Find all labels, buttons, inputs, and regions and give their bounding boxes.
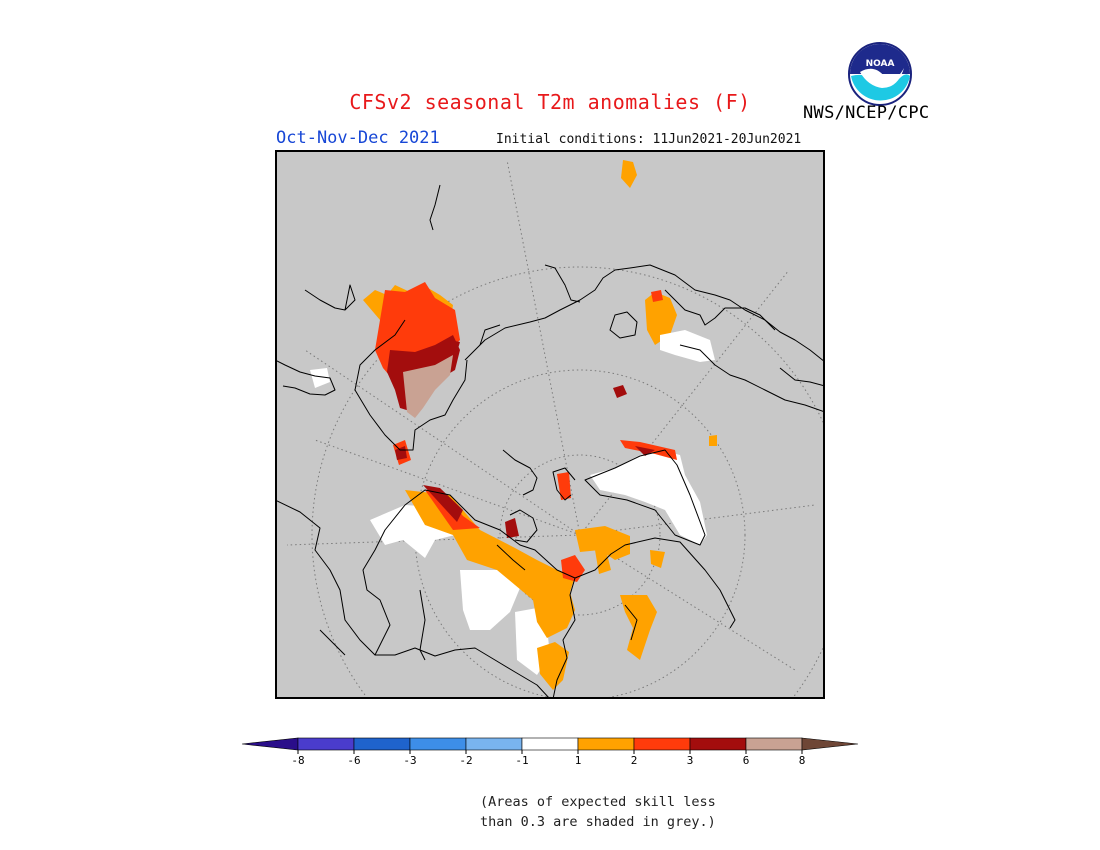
page-title: CFSv2 seasonal T2m anomalies (F) <box>349 90 751 114</box>
anomaly-patch <box>651 290 663 302</box>
colorbar-swatch <box>689 737 747 751</box>
anomaly-patch <box>660 330 715 362</box>
anomaly-patch <box>709 435 717 446</box>
initial-conditions: Initial conditions: 11Jun2021-20Jun2021 <box>496 132 802 147</box>
colorbar-swatch <box>241 737 299 751</box>
anomaly-patch <box>650 550 665 568</box>
anomaly-field <box>310 160 717 690</box>
colorbar-tick-label: -3 <box>403 754 416 767</box>
anomaly-patch <box>450 340 460 352</box>
anomaly-patch <box>405 490 575 638</box>
noaa-logo-bird <box>860 68 904 88</box>
agency-label: NWS/NCEP/CPC <box>803 103 930 123</box>
skill-note-line-1: (Areas of expected skill less <box>480 794 716 810</box>
colorbar: -8 -6 -3 -2 -1 1 2 3 6 8 <box>241 737 859 767</box>
colorbar-swatch <box>801 737 859 751</box>
colorbar-swatch <box>297 737 355 751</box>
anomaly-patch <box>537 642 569 690</box>
colorbar-tick-label: -2 <box>459 754 472 767</box>
anomaly-patch <box>620 595 657 660</box>
anomaly-patch <box>310 368 330 388</box>
polar-map <box>275 150 825 699</box>
colorbar-swatch <box>577 737 635 751</box>
colorbar-tick-label: 2 <box>631 754 638 767</box>
anomaly-patch <box>575 526 630 560</box>
anomaly-patch <box>613 385 627 398</box>
colorbar-tick-label: -8 <box>291 754 304 767</box>
noaa-logo-sky <box>850 44 910 74</box>
anomaly-patch <box>645 292 677 345</box>
anomaly-patch <box>561 555 585 582</box>
skill-note-line-2: than 0.3 are shaded in grey.) <box>480 814 716 830</box>
noaa-logo: NOAA <box>848 42 912 106</box>
anomaly-patch <box>635 446 655 456</box>
forecast-period: Oct-Nov-Dec 2021 <box>276 128 440 148</box>
colorbar-swatch <box>633 737 691 751</box>
colorbar-swatch <box>353 737 411 751</box>
anomaly-patch <box>590 450 707 545</box>
colorbar-tick-label: -6 <box>347 754 360 767</box>
colorbar-swatch <box>409 737 467 751</box>
colorbar-tick-label: 1 <box>575 754 582 767</box>
colorbar-tick-label: 3 <box>687 754 694 767</box>
colorbar-swatch <box>465 737 523 751</box>
noaa-logo-text: NOAA <box>866 59 895 69</box>
anomaly-patch <box>557 472 571 500</box>
coastlines <box>275 184 825 699</box>
colorbar-swatch <box>521 737 579 751</box>
colorbar-tick-label: 8 <box>799 754 806 767</box>
colorbar-swatch <box>745 737 803 751</box>
colorbar-tick-label: 6 <box>743 754 750 767</box>
skill-note: (Areas of expected skill less than 0.3 a… <box>480 792 716 832</box>
map-frame <box>275 150 825 699</box>
colorbar-tick-label: -1 <box>515 754 528 767</box>
anomaly-patch <box>423 485 463 522</box>
anomaly-patch <box>621 160 637 188</box>
anomaly-patch <box>505 518 519 538</box>
anomaly-patch <box>595 546 611 574</box>
anomaly-patch <box>403 355 453 418</box>
anomaly-patch <box>460 570 520 630</box>
